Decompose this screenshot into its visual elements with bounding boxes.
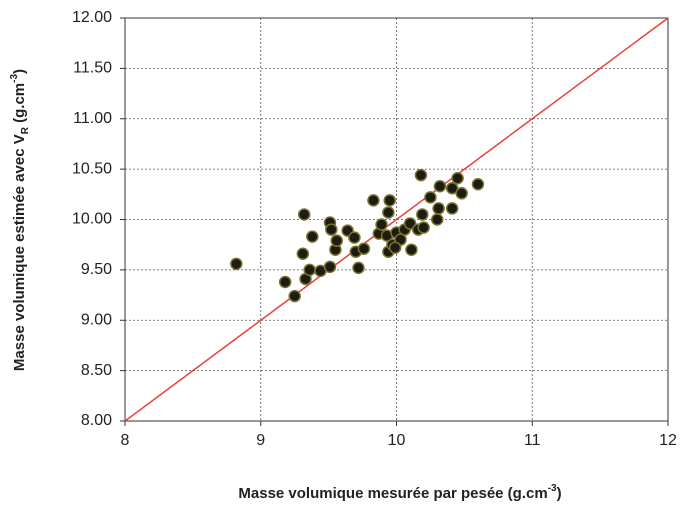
point [348,231,361,244]
point [424,191,437,204]
point [367,194,380,207]
y-tick-label: 10.50 [72,160,112,177]
point [416,208,429,221]
point [330,234,344,247]
point [383,194,396,207]
point [375,218,388,231]
x-axis-title-part: Masse volumique mesurée par pesée (g.cm [238,485,547,502]
y-tick-label: 11.00 [73,110,112,127]
point [445,182,459,195]
point [445,202,459,215]
point [306,230,319,243]
x-tick-label: 8 [121,432,130,449]
point [451,171,464,185]
x-axis-title-sup: -3 [548,483,557,494]
y-tick-label: 8.00 [81,412,112,429]
y-axis-title-part: (g.cm [11,83,28,127]
plot-frame [124,17,669,422]
point [405,243,418,256]
point [303,263,316,277]
y-axis-title-part: ) [11,69,28,74]
y-tick-label: 12.00 [72,9,112,26]
x-tick-label: 11 [524,432,541,449]
y-tick-label: 9.50 [81,261,112,278]
point [432,202,445,215]
point [230,257,243,271]
x-axis-title-part: ) [557,485,562,502]
point [471,177,485,191]
y-axis-title-sup: -3 [9,74,20,83]
point [278,275,292,289]
reference-line [124,17,669,422]
y-tick-label: 10.00 [72,211,112,228]
point [382,206,395,219]
point [323,260,337,274]
point [297,208,311,221]
point [433,180,447,193]
point [403,217,417,230]
y-tick-label: 8.50 [81,362,112,379]
point [455,187,468,200]
point [417,221,430,234]
x-tick-label: 9 [256,432,265,449]
point [357,242,371,255]
point [325,223,338,236]
x-tick-label: 12 [659,432,677,449]
point [288,289,301,303]
x-axis-title: Masse volumique mesurée par pesée (g.cm-… [238,483,561,502]
point [430,213,444,226]
point [296,247,310,261]
y-tick-label: 9.00 [81,311,112,328]
point [414,168,428,182]
x-tick-label: 10 [388,432,406,449]
y-axis-title-part: Masse volumique estimée avec V [11,134,28,371]
point [388,241,402,254]
y-axis-title: Masse volumique estimée avec VR (g.cm-3) [9,69,31,371]
point [352,261,365,275]
y-tick-label: 11.50 [73,60,112,77]
y-axis-title-sub: R [20,126,31,134]
